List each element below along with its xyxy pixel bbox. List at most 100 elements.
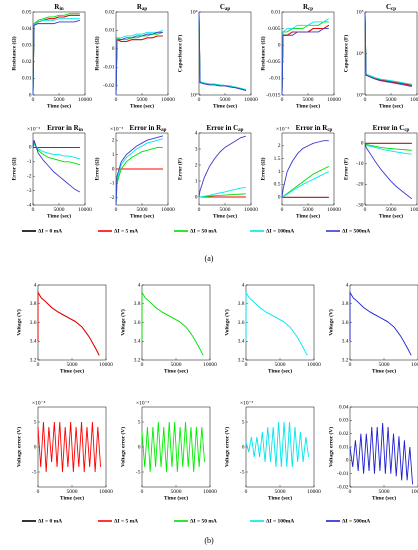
y-axis-label: Resistance (Ω) [259,36,266,70]
y-tick-label: 0.04 [22,26,32,32]
series-line [364,11,412,85]
y-multiplier: ×10⁻³ [27,126,41,132]
y-tick-label: 0.03 [339,418,349,424]
title-sub: in [59,7,63,12]
x-tick-label: 10000 [244,207,258,213]
x-tick-label: 5000 [275,489,286,495]
x-axis-label: Time (sec) [296,102,320,109]
y-tick-label: 0.02 [22,59,32,65]
legend-label: ΔI = 50 mA [190,518,217,524]
x-tick-label: 10000 [161,97,175,103]
x-tick-label: 0 [141,362,144,368]
y-tick-label: 3.4 [30,339,37,345]
y-tick-label: 4 [34,282,37,288]
series-line [141,290,204,356]
y-tick-label: 5 [34,419,37,425]
plot-frame [281,132,335,206]
series-line [245,290,308,356]
series-line [115,138,163,206]
y-tick-label: 0.05 [22,9,32,15]
series-line [281,21,329,96]
plot-frame [281,11,335,96]
y-axis-label: Voltage error (V) [223,427,230,467]
chart-title: Error in Rcp [296,124,333,134]
y-tick-label: -1 [27,159,32,165]
y-tick-label: -0.02 [103,83,115,89]
x-tick-label: 5000 [220,97,231,103]
y-tick-label: 3.4 [342,339,349,345]
y-axis-label: Error (Ω) [10,157,17,180]
y-multiplier: ×10⁻³ [110,126,124,132]
x-tick-label: 0 [198,207,201,213]
x-tick-label: 5000 [171,489,182,495]
x-axis-label: Time (sec) [213,102,237,109]
series-line [245,421,310,468]
x-tick-label: 0 [198,97,201,103]
y-tick-label: 3.4 [134,339,141,345]
chart-title: Cap [220,3,231,13]
legend-label: ΔI = 0 mA [38,228,62,234]
x-tick-label: 10000 [410,97,418,103]
series-line [364,142,412,151]
x-tick-label: 0 [115,207,118,213]
x-tick-label: 0 [141,489,144,495]
plot-frame [32,132,86,206]
y-tick-label: -0.01 [337,471,349,477]
legend-label: ΔI = 5 mA [114,228,138,234]
y-tick-label: 3.4 [238,339,245,345]
x-tick-label: 5000 [379,489,390,495]
x-tick-label: 0 [115,97,118,103]
series-line [364,143,413,200]
y-axis-label: Voltage (V) [327,309,334,336]
y-tick-label: 3.2 [342,357,349,363]
y-tick-label: 10² [190,92,198,98]
y-tick-label: -0.015 [266,92,280,98]
title-main: Error in R [296,124,329,132]
title-sub: ap [238,128,244,133]
y-tick-label: 0 [242,444,245,450]
title-sub: cp [404,128,409,133]
title-sub: cp [327,128,332,133]
x-axis-label: Time (sec) [164,494,188,501]
x-tick-label: 10000 [327,207,341,213]
y-tick-label: 0.01 [339,444,349,450]
x-tick-label: 10000 [203,489,217,495]
x-axis-label: Time (sec) [130,212,154,219]
title-main: R [303,3,309,11]
x-tick-label: 0 [245,362,248,368]
title-main: R [137,3,143,11]
series-line [198,11,246,91]
y-tick-label: 0.04 [339,404,349,410]
x-tick-label: 5000 [303,97,314,103]
y-tick-label: 3.6 [134,320,141,326]
series-line [115,31,163,96]
y-multiplier: ×10⁻³ [240,400,254,406]
y-tick-label: -5 [240,469,245,475]
x-axis-label: Time (sec) [130,102,154,109]
series-line [32,13,80,96]
y-tick-label: 10³ [356,92,364,98]
x-tick-label: 5000 [54,207,65,213]
x-axis-label: Time (sec) [60,367,84,374]
y-tick-label: -0.005 [266,59,280,65]
y-tick-label: 2 [195,162,198,168]
y-axis-label: Error (F) [342,158,349,180]
y-axis-label: Resistance (Ω) [10,36,17,70]
y-tick-label: 5 [242,419,245,425]
x-axis-label: Time (sec) [268,494,292,501]
x-axis-label: Time (sec) [47,102,71,109]
caption: (b) [204,536,214,545]
y-tick-label: 1 [112,152,115,158]
series-line [115,30,163,96]
series-line [198,135,246,198]
x-tick-label: 10000 [307,489,321,495]
title-sub: cp [391,7,396,12]
series-line [115,146,163,206]
y-tick-label: -2 [27,173,32,179]
y-tick-label: 5 [138,419,141,425]
x-tick-label: 10000 [161,207,175,213]
x-tick-label: 5000 [386,97,397,103]
x-tick-label: 10000 [411,489,418,495]
x-axis-label: Time (sec) [296,212,320,219]
